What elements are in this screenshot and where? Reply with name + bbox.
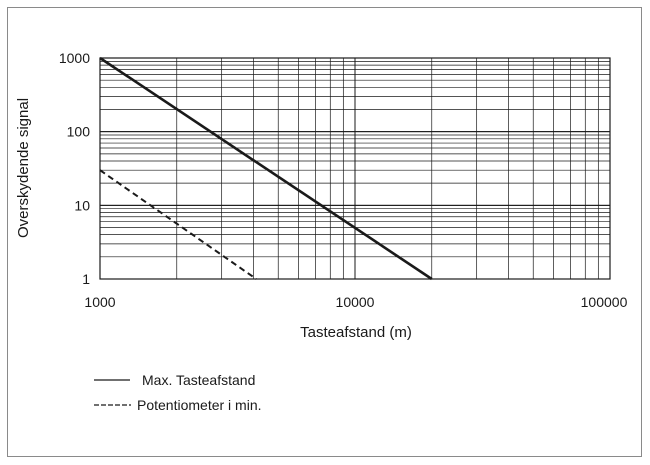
series-lines bbox=[99, 56, 433, 281]
tick-labels: 1000 10000 100000 1 10 100 1000 bbox=[59, 50, 628, 310]
y-tick-label: 100 bbox=[67, 124, 91, 140]
grid-lines bbox=[99, 57, 611, 280]
legend-entry-max-tasteafstand: Max. Tasteafstand bbox=[142, 372, 255, 388]
x-tick-label: 100000 bbox=[581, 294, 628, 310]
x-tick-label: 1000 bbox=[84, 294, 115, 310]
x-axis-label: Tasteafstand (m) bbox=[300, 324, 412, 341]
series-line-max-tasteafstand bbox=[99, 56, 433, 281]
x-tick-label: 10000 bbox=[336, 294, 375, 310]
legend-entry-potentiometer: Potentiometer i min. bbox=[137, 397, 262, 413]
chart-frame bbox=[7, 7, 642, 457]
y-tick-label: 1000 bbox=[59, 50, 90, 66]
y-axis-label: Overskydende signal bbox=[15, 98, 32, 238]
series-line-potentiometer-min bbox=[99, 169, 257, 280]
y-tick-label: 1 bbox=[82, 271, 90, 287]
legend: Max. Tasteafstand Potentiometer i min. bbox=[94, 372, 262, 413]
y-tick-label: 10 bbox=[74, 197, 90, 213]
plot-area-border bbox=[99, 57, 611, 280]
